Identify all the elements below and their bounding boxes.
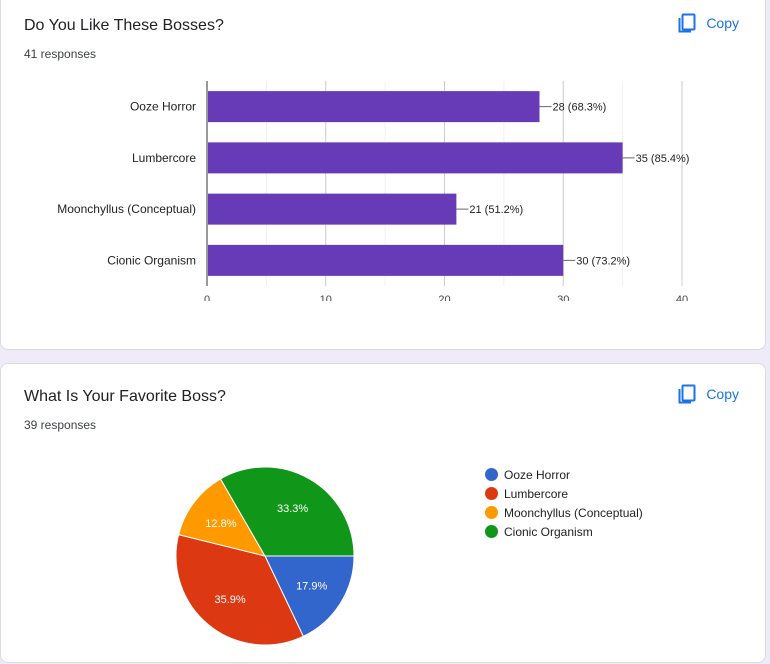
response-count: 39 responses (24, 418, 97, 432)
pie-legend: Ooze Horror Lumbercore Moonchyllus (Concep… (485, 465, 643, 541)
pie-slice (219, 466, 355, 557)
legend-label: Moonchyllus (Conceptual) (504, 505, 643, 520)
copy-button[interactable]: Copy (678, 384, 739, 404)
legend-item: Cionic Organism (485, 522, 643, 541)
y-category-label: Ooze Horror (130, 100, 196, 114)
data-label: 35 (85.4%) (636, 153, 690, 165)
copy-button[interactable]: Copy (678, 13, 739, 33)
response-count: 41 responses (24, 47, 97, 61)
slice-label: 12.8% (205, 518, 236, 530)
copy-icon (678, 13, 696, 33)
question-title: Do You Like These Bosses? (24, 17, 224, 34)
y-category-label: Moonchyllus (Conceptual) (57, 202, 196, 216)
x-tick-label: 40 (676, 294, 688, 301)
legend-swatch (485, 506, 498, 519)
legend-item: Moonchyllus (Conceptual) (485, 503, 643, 522)
data-label: 21 (51.2%) (469, 204, 523, 216)
pie-slice (264, 555, 355, 637)
bar-chart: 0 10 20 30 40 Ooze Horror 28 (68.3%) Lumbercor… (57, 81, 690, 301)
x-tick-label: 20 (438, 294, 450, 301)
legend-label: Cionic Organism (504, 524, 593, 539)
legend-item: Ooze Horror (485, 465, 643, 484)
question-title: What Is Your Favorite Boss? (24, 388, 226, 405)
pie-chart: 17.9% 35.9% 12.8% 33.3% (175, 466, 355, 646)
slice-label: 35.9% (215, 594, 246, 606)
copy-label: Copy (706, 15, 739, 31)
legend-item: Lumbercore (485, 484, 643, 503)
copy-label: Copy (706, 386, 739, 402)
slice-label: 17.9% (296, 580, 327, 592)
pie-slice (177, 478, 267, 557)
data-label: 30 (73.2%) (576, 255, 630, 267)
slice-label: 33.3% (277, 503, 308, 515)
y-category-label: Cionic Organism (107, 253, 196, 267)
legend-swatch (485, 525, 498, 538)
bar (208, 244, 564, 276)
pie-slice (175, 534, 304, 646)
bar (208, 193, 457, 225)
y-category-label: Lumbercore (132, 151, 196, 165)
copy-icon (678, 384, 696, 404)
legend-swatch (485, 487, 498, 500)
legend-swatch (485, 468, 498, 481)
bar (208, 142, 623, 174)
data-label: 28 (68.3%) (553, 102, 607, 114)
x-tick-label: 10 (320, 294, 332, 301)
bar (208, 91, 540, 123)
question-card-2: What Is Your Favorite Boss? 39 responses… (0, 363, 766, 663)
question-card-1: Do You Like These Bosses? 41 responses C… (0, 0, 766, 350)
x-tick-label: 0 (204, 294, 210, 301)
x-tick-label: 30 (557, 294, 569, 301)
legend-label: Lumbercore (504, 486, 569, 501)
legend-label: Ooze Horror (504, 467, 571, 482)
